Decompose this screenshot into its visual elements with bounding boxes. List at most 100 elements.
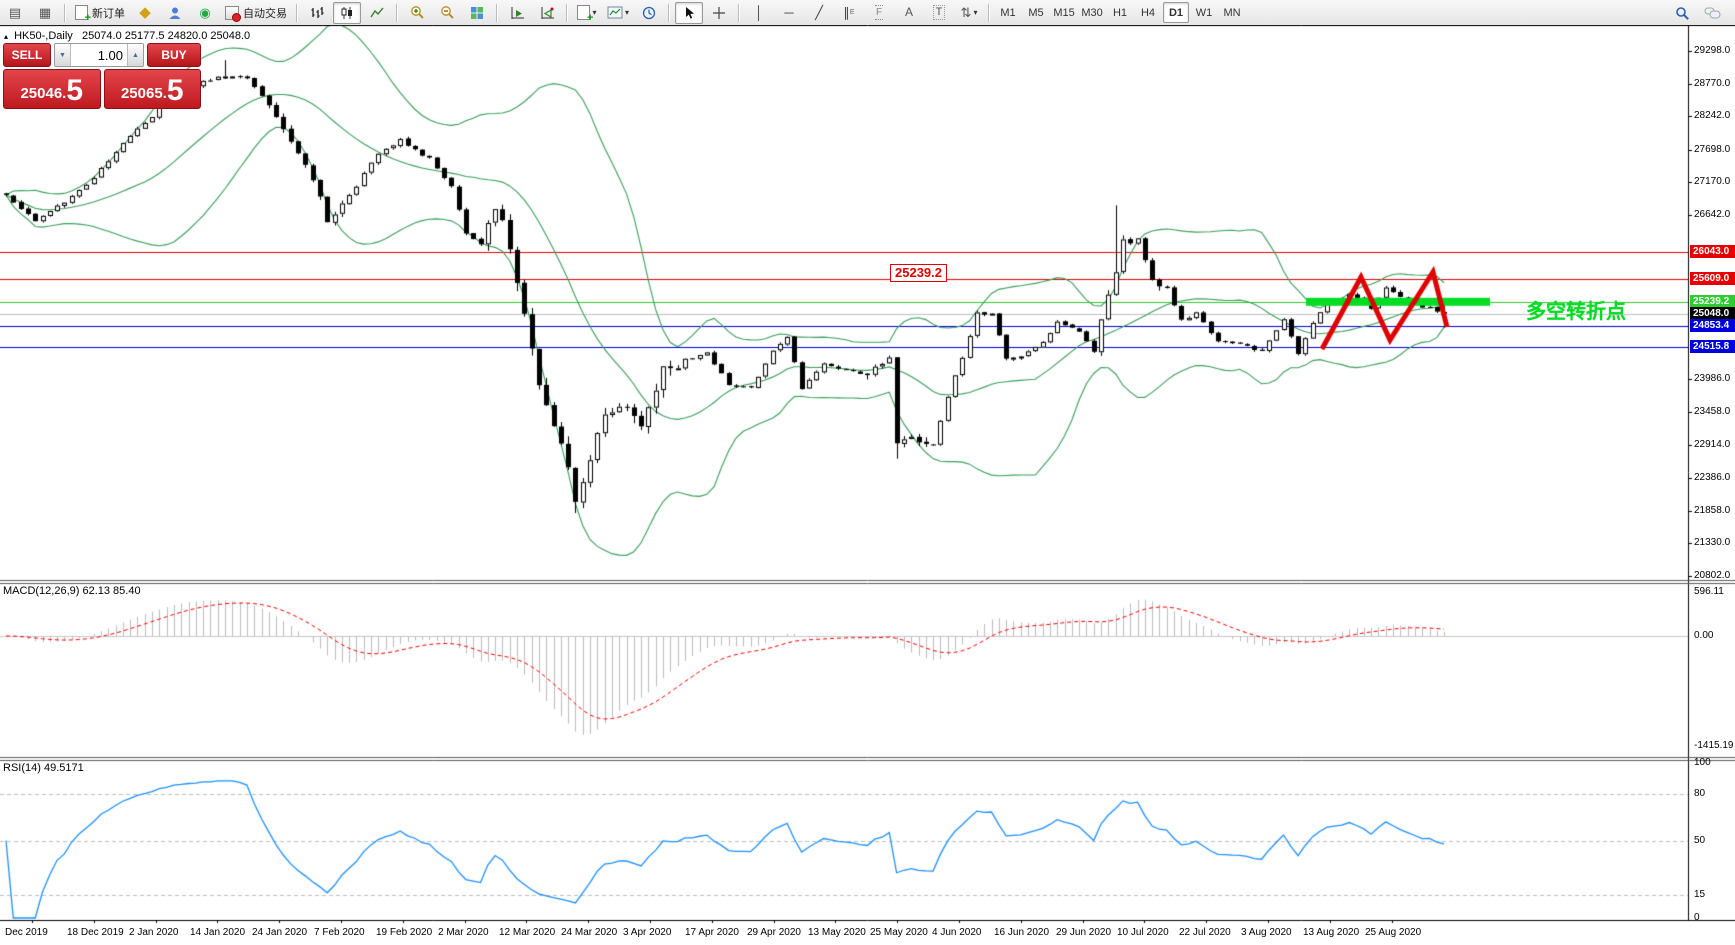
vertical-line-icon[interactable]: │ [754, 5, 764, 20]
volume-increase-button[interactable]: ▲ [127, 44, 143, 66]
timeframe-button-MN[interactable]: MN [1223, 6, 1241, 19]
volume-control: ▼ ▲ [54, 43, 144, 67]
price-tick-label: 26642.0 [1694, 209, 1731, 221]
one-click-trading-panel: SELL ▼ ▲ BUY 25046. 5 25065. 5 [3, 43, 201, 109]
rsi-scale-15: 15 [1694, 888, 1706, 900]
new-order-label: 新订单 [92, 7, 125, 20]
autotrading-icon [225, 5, 241, 22]
autotrading-button[interactable]: 自动交易 [221, 2, 291, 24]
date-label: 18 Dec 2019 [67, 927, 124, 938]
turning-point-text[interactable]: 多空转折点 [1526, 301, 1626, 323]
toolbar-separator [738, 3, 741, 22]
price-tick-label: 29298.0 [1694, 45, 1731, 56]
timeframe-button-D1[interactable]: D1 [1163, 2, 1190, 23]
price-tick-label: 28770.0 [1694, 77, 1731, 89]
timeframe-button-W1[interactable]: W1 [1195, 6, 1213, 19]
price-tick-label: 22386.0 [1694, 472, 1731, 484]
price-tick-label: 28242.0 [1694, 110, 1731, 122]
date-label: 12 Mar 2020 [499, 927, 556, 938]
chat-icon[interactable] [1698, 2, 1726, 24]
rsi-scale-50: 50 [1694, 834, 1706, 846]
bid-price-main: 25046. [20, 85, 67, 102]
chevron-down-icon: ▾ [973, 8, 978, 17]
timeframe-button-M1[interactable]: M1 [1000, 6, 1016, 19]
text-icon[interactable]: A [905, 5, 914, 19]
date-label: 3 Aug 2020 [1241, 927, 1292, 938]
horizontal-line-icon[interactable]: ─ [784, 5, 794, 20]
timeframe-group: M1 M5 M15 M30 H1 H4 D1 W1 MN [994, 2, 1246, 23]
timeframe-button-H4[interactable]: H4 [1140, 6, 1156, 19]
toolbar-separator [296, 3, 298, 22]
arrows-icon[interactable]: ⇅ ▾ [960, 5, 978, 20]
toolbar-separator [566, 3, 568, 22]
chart-shift-icon[interactable] [533, 2, 561, 24]
ohlc-values: 25074.0 25177.5 24820.0 25048.0 [81, 30, 251, 42]
rsi-scale-100: 100 [1694, 757, 1711, 768]
trendline-icon[interactable]: ╱ [815, 5, 823, 20]
deposit-icon[interactable]: ◆ [139, 4, 151, 21]
market-watch-icon[interactable]: ▤ [8, 5, 22, 20]
cursor-icon[interactable] [675, 1, 704, 24]
volume-input[interactable] [71, 44, 127, 66]
clock-icon[interactable] [635, 2, 663, 24]
tile-windows-icon[interactable] [463, 2, 491, 24]
chart-canvas[interactable] [0, 25, 1735, 945]
bid-price-box[interactable]: 25046. 5 [3, 69, 101, 109]
date-label: 13 Aug 2020 [1303, 927, 1360, 938]
bar-chart-icon[interactable] [303, 2, 331, 24]
search-icon[interactable] [1668, 2, 1696, 24]
date-label: 3 Apr 2020 [623, 927, 672, 938]
profile-icon[interactable] [161, 2, 189, 24]
collapse-marker-icon[interactable]: ▴ [4, 32, 9, 41]
price-marker-label: 25048.0 [1690, 306, 1735, 320]
fibonacci-icon[interactable]: F [874, 5, 884, 20]
date-label: 24 Mar 2020 [561, 927, 618, 938]
new-chart-button[interactable]: + ▾ [573, 2, 601, 24]
price-marker-label: 25609.0 [1690, 271, 1735, 285]
price-tick-label: 22914.0 [1694, 439, 1731, 451]
timeframe-button-M5[interactable]: M5 [1028, 6, 1044, 19]
price-marker-label: 26043.0 [1690, 245, 1735, 259]
candlesticks-icon[interactable] [333, 1, 361, 24]
date-label: 19 Feb 2020 [376, 927, 433, 938]
crosshair-icon[interactable] [705, 2, 733, 24]
date-label: 10 Jul 2020 [1117, 927, 1169, 938]
data-window-icon[interactable]: ▦ [38, 5, 52, 20]
chart-header: ▴ HK50-,Daily 25074.0 25177.5 24820.0 25… [4, 30, 250, 42]
profiles-button[interactable]: ▾ [603, 2, 633, 24]
symbol-period-label: HK50-,Daily [14, 30, 73, 42]
volume-decrease-button[interactable]: ▼ [55, 44, 71, 66]
level-annotation-box[interactable]: 25239.2 [890, 264, 947, 282]
price-tick-label: 27170.0 [1694, 176, 1731, 188]
macd-scale-zero: 0.00 [1694, 630, 1714, 641]
date-label: 14 Jan 2020 [190, 927, 246, 938]
date-label: 24 Jan 2020 [252, 927, 308, 938]
rsi-scale-0: 0 [1694, 912, 1700, 923]
date-label: 29 Jun 2020 [1056, 927, 1112, 938]
ask-price-box[interactable]: 25065. 5 [103, 69, 201, 109]
sell-button[interactable]: SELL [3, 43, 51, 67]
new-order-button[interactable]: + 新订单 [71, 2, 129, 24]
price-marker-label: 24853.4 [1690, 318, 1735, 332]
price-scale[interactable]: 29298.0 28770.0 28242.0 27698.0 27170.0 26642… [1689, 25, 1735, 920]
new-order-icon: + [75, 5, 91, 24]
auto-scroll-icon[interactable] [503, 2, 531, 24]
bid-price-big-digit: 5 [66, 74, 84, 107]
time-axis[interactable]: Dec 2019 18 Dec 2019 2 Jan 2020 14 Jan 2020… [0, 922, 1735, 945]
date-label: 25 Aug 2020 [1365, 927, 1422, 938]
signals-icon[interactable]: ◉ [199, 5, 211, 20]
chevron-down-icon: ▾ [592, 8, 597, 17]
date-label: Dec 2019 [5, 927, 48, 938]
zoom-in-icon[interactable] [403, 2, 431, 24]
toolbar-separator [396, 3, 398, 22]
timeframe-button-H1[interactable]: H1 [1112, 6, 1128, 19]
timeframe-button-M30[interactable]: M30 [1081, 6, 1103, 19]
timeframe-button-M15[interactable]: M15 [1053, 6, 1075, 19]
text-label-icon[interactable]: T [925, 2, 953, 24]
zoom-out-icon[interactable] [433, 2, 461, 24]
buy-button[interactable]: BUY [147, 43, 201, 67]
toolbar-separator [668, 3, 671, 22]
equidistant-channel-icon[interactable]: ∥ E [843, 5, 855, 20]
line-chart-icon[interactable] [363, 2, 391, 24]
